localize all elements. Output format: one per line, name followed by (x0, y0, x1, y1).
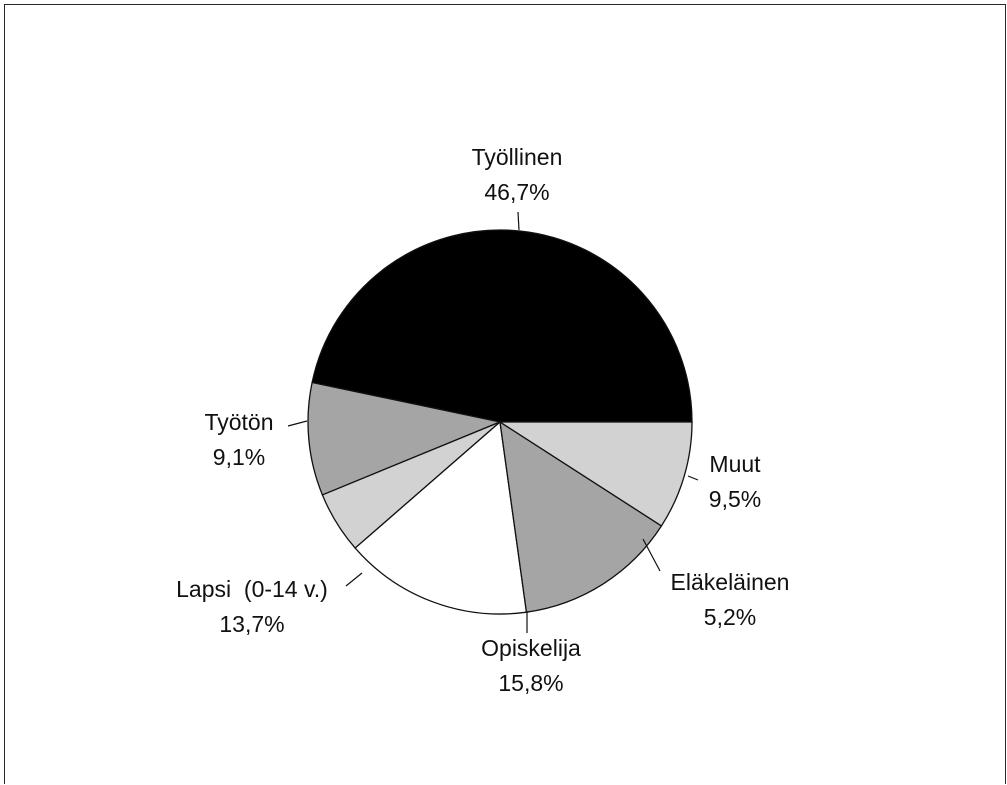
pie-slice (311, 229, 693, 423)
pie-slice (307, 381, 503, 496)
leader-line (642, 538, 661, 572)
slice-label-name: Opiskelija (481, 635, 581, 661)
slice-label-value: 46,7% (484, 179, 549, 205)
slice-label-value: 15,8% (498, 670, 563, 696)
pie-slice (497, 421, 693, 527)
slice-label-name: Työllinen (472, 144, 563, 170)
leader-line (287, 420, 308, 427)
slice-label-value: 9,5% (709, 486, 761, 512)
slice-label-value: 9,1% (213, 444, 265, 470)
slice-labels: Työllinen 46,7% Muut 9,5% Eläkeläinen 5,2% Opi… (176, 144, 789, 696)
slice-label-name: Lapsi (0-14 v.) (176, 576, 328, 602)
pie-slices (307, 229, 693, 615)
pie-slice (354, 420, 528, 615)
slice-label-name: Muut (709, 451, 761, 477)
slice-label-value: 5,2% (704, 604, 756, 630)
leader-line (345, 572, 363, 587)
leader-lines (287, 211, 699, 633)
leader-line (687, 475, 699, 481)
slice-label-name: Eläkeläinen (671, 569, 790, 595)
leader-line (517, 211, 520, 231)
slice-label-value: 13,7% (219, 611, 284, 637)
pie-slice (499, 420, 663, 613)
slice-label-name: Työtön (204, 409, 273, 435)
